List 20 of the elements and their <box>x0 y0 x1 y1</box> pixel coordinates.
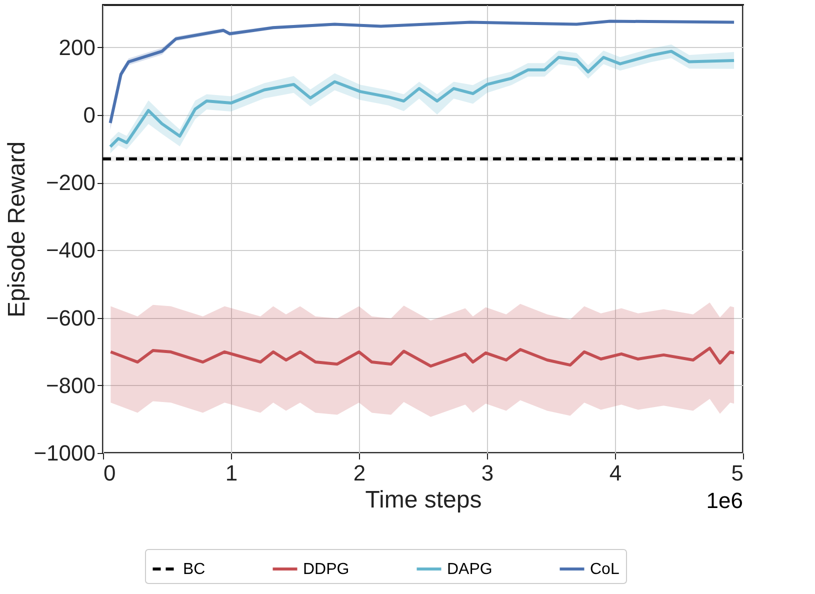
x-tick-label: 5 <box>731 460 744 486</box>
x-axis-title: Time steps <box>365 486 482 514</box>
y-tick-label: −1000 <box>34 440 96 466</box>
y-tick-label: −800 <box>46 372 96 398</box>
legend-label: DAPG <box>447 561 492 578</box>
x-tick-label: 0 <box>104 460 116 486</box>
text: 1e6 <box>706 488 743 513</box>
x-tick-label: 3 <box>481 460 494 486</box>
y-tick-label: 0 <box>83 102 96 128</box>
legend-label: DDPG <box>303 561 350 578</box>
x-tick-label: 2 <box>353 460 366 486</box>
legend-label: CoL <box>590 561 620 578</box>
y-tick-label: 200 <box>58 34 96 60</box>
y-tick-label: −400 <box>46 238 96 263</box>
y-tick-label: −600 <box>46 305 96 330</box>
y-axis-title: Episode Reward <box>4 141 31 318</box>
x-tick-label: 4 <box>609 460 622 486</box>
y-tick-label: −200 <box>46 170 96 196</box>
x-tick-label: 1 <box>225 460 238 486</box>
legend-label: BC <box>183 561 206 578</box>
